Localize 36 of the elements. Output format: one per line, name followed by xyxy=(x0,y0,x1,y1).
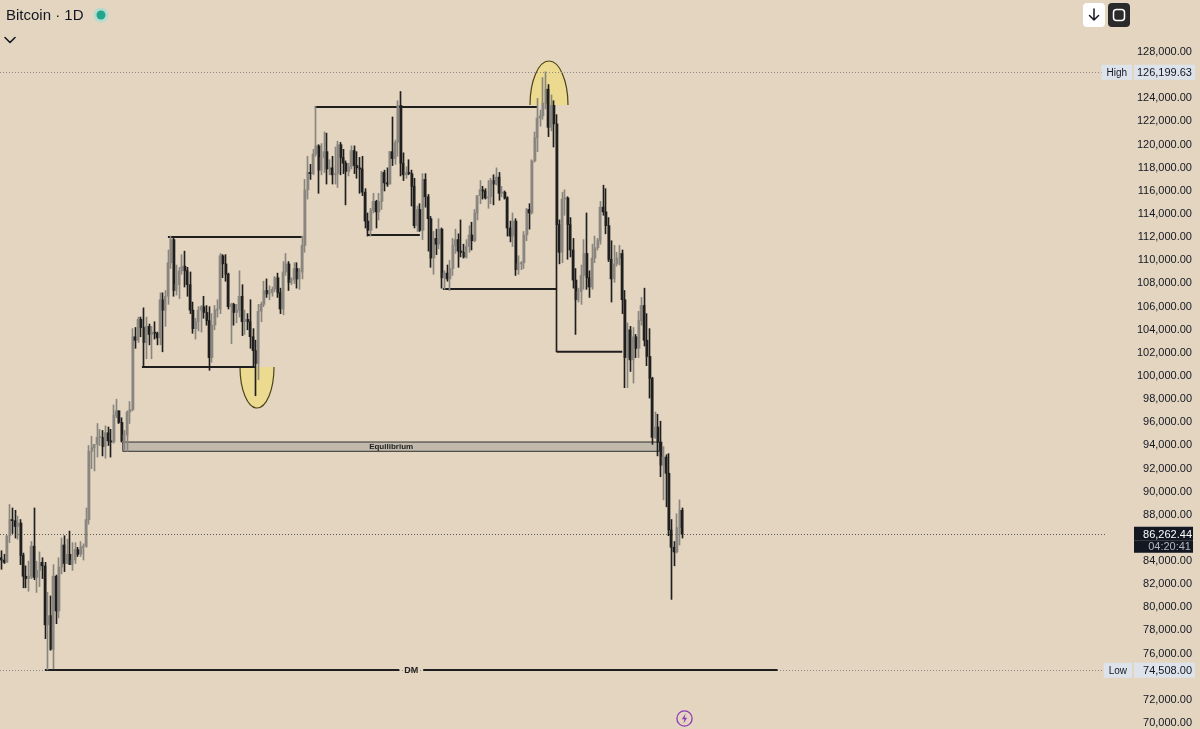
y-tick-label: 82,000.00 xyxy=(1143,577,1192,590)
y-tick-label: 106,000.00 xyxy=(1136,299,1192,312)
y-tick-label: 126,199.63 xyxy=(1136,65,1192,78)
y-tick-label: 102,000.00 xyxy=(1136,345,1192,358)
y-tick-label: 100,000.00 xyxy=(1136,368,1192,381)
y-tick-label: 114,000.00 xyxy=(1137,207,1192,219)
ref-line-label: DM xyxy=(404,664,419,675)
y-tick-label: 84,000.00 xyxy=(1143,554,1192,567)
y-tick-label: 112,000.00 xyxy=(1137,230,1192,243)
y-tick-label: 98,000.00 xyxy=(1143,392,1192,405)
y-tick-label: 72,000.00 xyxy=(1143,692,1192,705)
chart-title: Bitcoin · 1D xyxy=(6,6,84,24)
y-tick-label: 120,000.00 xyxy=(1136,137,1192,150)
band-label: Equilibrium xyxy=(369,442,414,452)
y-tick-label: 76,000.00 xyxy=(1143,646,1192,659)
y-tick-label: 92,000.00 xyxy=(1143,461,1192,474)
y-tick-label: 78,000.00 xyxy=(1143,623,1192,636)
y-tick-label: 74,508.00 xyxy=(1143,663,1192,676)
y-tick-label: 124,000.00 xyxy=(1136,91,1192,104)
y-tick-label: 80,000.00 xyxy=(1143,600,1192,613)
y-tick-label: 110,000.00 xyxy=(1137,253,1192,266)
y-tick-label: 104,000.00 xyxy=(1136,322,1192,335)
y-tick-label: 86,262.44 xyxy=(1143,527,1192,540)
y-tick-label: 118,000.00 xyxy=(1137,160,1192,173)
y-tick-label: 108,000.00 xyxy=(1136,276,1192,289)
y-tick-label: 90,000.00 xyxy=(1143,484,1192,497)
ref-line-label: High xyxy=(1106,66,1128,78)
text: 04:20:41 xyxy=(1148,539,1191,552)
ref-line-label: Low xyxy=(1108,664,1128,676)
y-tick-label: 128,000.00 xyxy=(1136,45,1192,58)
y-tick-label: 116,000.00 xyxy=(1137,183,1192,196)
y-tick-label: 94,000.00 xyxy=(1143,438,1192,451)
y-tick-label: 88,000.00 xyxy=(1143,507,1192,520)
y-tick-label: 122,000.00 xyxy=(1136,114,1192,127)
y-tick-label: 70,000.00 xyxy=(1143,716,1192,729)
y-tick-label: 96,000.00 xyxy=(1143,415,1192,428)
